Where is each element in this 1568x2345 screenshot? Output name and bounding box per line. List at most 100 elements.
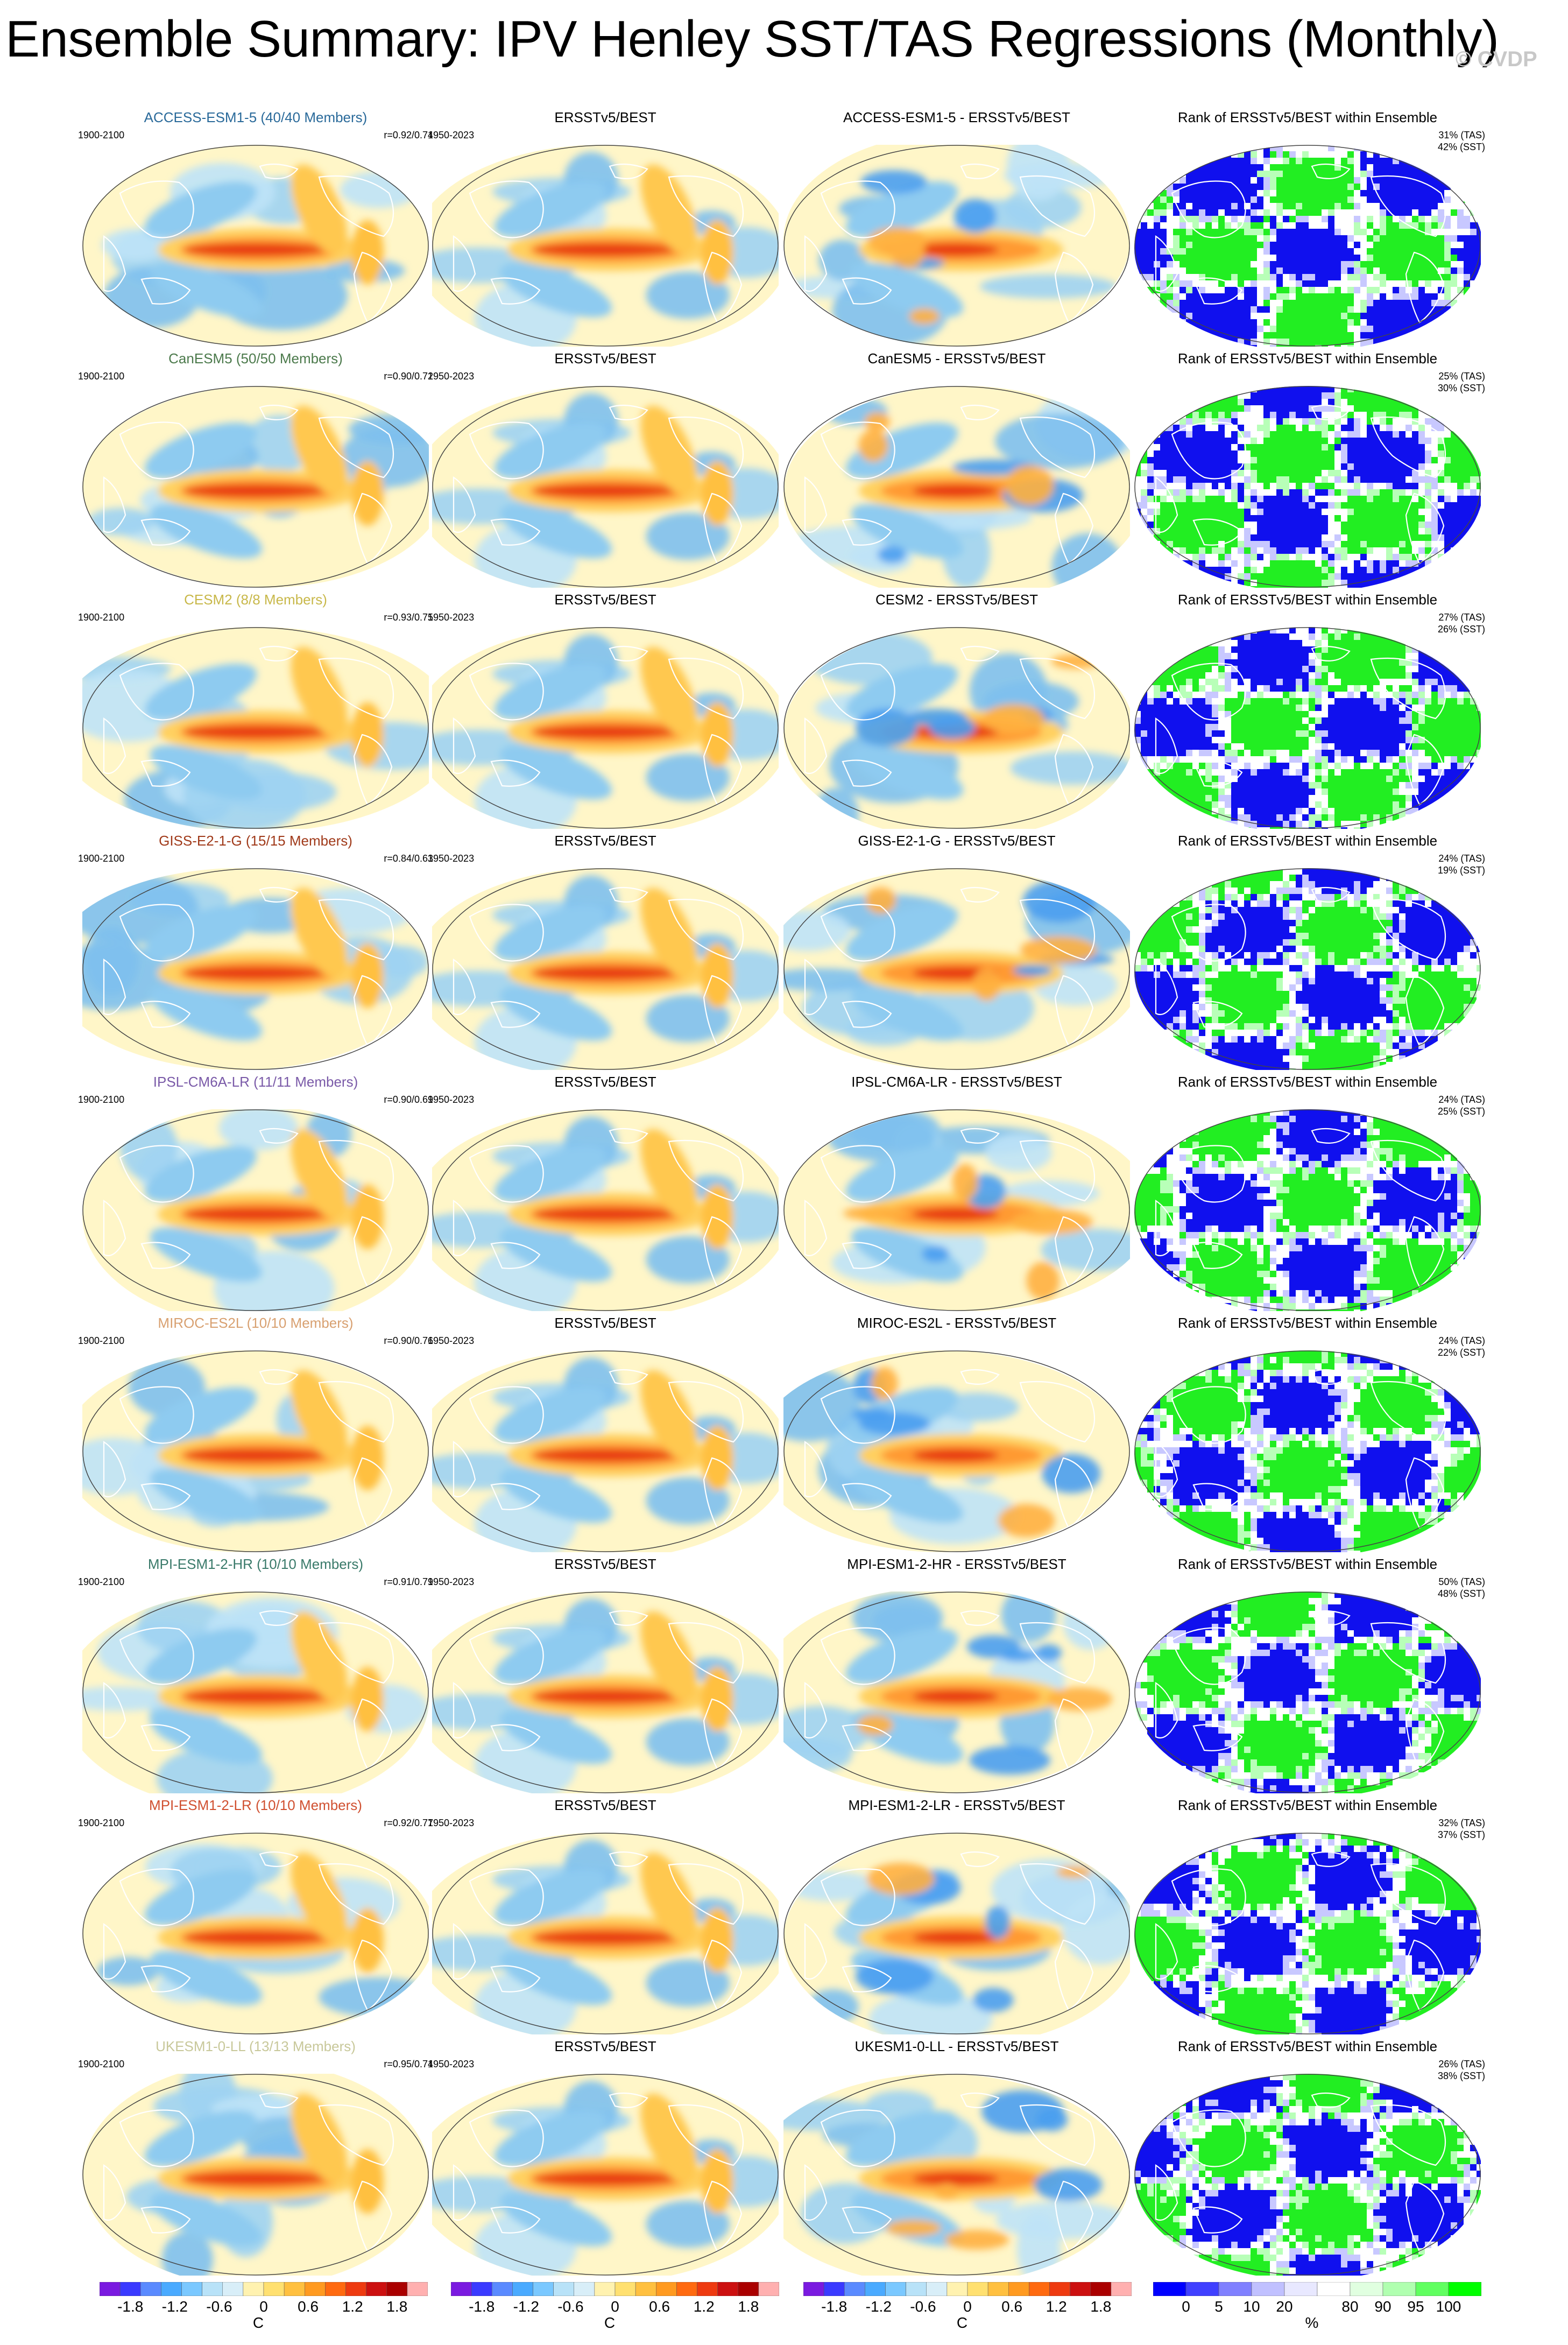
anomaly-field bbox=[432, 152, 779, 347]
colorbar-swatch bbox=[1185, 2282, 1219, 2296]
diff-panel: ACCESS-ESM1-5 - ERSSTv5/BEST bbox=[779, 109, 1134, 350]
rank-tas-percent: 24% (TAS) bbox=[1438, 1094, 1485, 1105]
rank-map bbox=[1134, 627, 1481, 829]
obs-panel: ERSSTv5/BEST 1950-2023 bbox=[428, 109, 783, 350]
colorbar-swatch bbox=[758, 2282, 779, 2296]
rank-title: Rank of ERSSTv5/BEST within Ensemble bbox=[1177, 350, 1438, 367]
colorbar-swatch bbox=[1251, 2282, 1285, 2296]
colorbar-swatch bbox=[181, 2282, 202, 2296]
model-period: 1900-2100 bbox=[78, 2059, 125, 2069]
diff-panel: CanESM5 - ERSSTv5/BEST bbox=[779, 350, 1134, 591]
colorbar-tick-label: 90 bbox=[1374, 2298, 1392, 2315]
model-correlation: r=0.92/0.74 bbox=[384, 130, 433, 140]
colorbar-swatch bbox=[1153, 2282, 1186, 2296]
colorbar-tick-label: 80 bbox=[1341, 2298, 1359, 2315]
model-title: GISS-E2-1-G (15/15 Members) bbox=[159, 833, 352, 849]
rank-panel: Rank of ERSSTv5/BEST within Ensemble 26% … bbox=[1130, 2038, 1485, 2279]
colorbar-swatch bbox=[865, 2282, 886, 2296]
model-title: IPSL-CM6A-LR (11/11 Members) bbox=[153, 1074, 358, 1090]
obs-panel: ERSSTv5/BEST 1950-2023 bbox=[428, 591, 783, 832]
colorbar-swatch bbox=[1111, 2282, 1132, 2296]
rank-panel: Rank of ERSSTv5/BEST within Ensemble 31% … bbox=[1130, 109, 1485, 350]
colorbar-tick-label: -0.6 bbox=[206, 2298, 232, 2315]
model-title: ACCESS-ESM1-5 (40/40 Members) bbox=[144, 109, 368, 125]
coastline-outlines bbox=[103, 163, 394, 323]
obs-panel: ERSSTv5/BEST 1950-2023 bbox=[428, 1074, 783, 1314]
rank-tas-percent: 24% (TAS) bbox=[1438, 853, 1485, 864]
rank-map bbox=[1134, 145, 1481, 347]
anomaly-field bbox=[82, 1358, 384, 1527]
obs-map bbox=[432, 627, 779, 829]
temperature-colorbar bbox=[100, 2282, 428, 2296]
model-period: 1900-2100 bbox=[78, 1094, 125, 1105]
colorbar-swatch bbox=[1070, 2282, 1091, 2296]
model-panel: IPSL-CM6A-LR (11/11 Members) 1900-2100 r=0… bbox=[78, 1074, 433, 1314]
coastline-outlines bbox=[804, 1369, 1096, 1529]
coastline-outlines bbox=[103, 886, 394, 1047]
coastline-outlines bbox=[453, 1369, 744, 1529]
colorbar-swatch bbox=[1448, 2282, 1481, 2296]
coastline-outlines bbox=[1155, 1610, 1446, 1770]
obs-map bbox=[432, 1350, 779, 1552]
anomaly-field bbox=[126, 2074, 384, 2276]
coastline-outlines bbox=[1155, 2092, 1446, 2252]
colorbar-swatch bbox=[100, 2282, 121, 2296]
coastline-outlines bbox=[453, 645, 744, 806]
anomaly-field bbox=[432, 1357, 779, 1552]
colorbar-swatch bbox=[1008, 2282, 1029, 2296]
coastline-outlines bbox=[453, 2092, 744, 2252]
coastline-outlines bbox=[1155, 645, 1446, 806]
model-map bbox=[82, 1833, 429, 2034]
rank-sst-percent: 26% (SST) bbox=[1437, 624, 1485, 635]
colorbar-swatch bbox=[615, 2282, 636, 2296]
diff-panel: GISS-E2-1-G - ERSSTv5/BEST bbox=[779, 833, 1134, 1073]
obs-map bbox=[432, 2074, 779, 2276]
colorbar-swatch bbox=[967, 2282, 988, 2296]
model-panel: MPI-ESM1-2-LR (10/10 Members) 1900-2100 r=… bbox=[78, 1797, 433, 2038]
obs-title: ERSSTv5/BEST bbox=[554, 1797, 656, 1813]
rank-panel: Rank of ERSSTv5/BEST within Ensemble 24% … bbox=[1130, 1315, 1485, 1555]
colorbar-tick-label: -0.6 bbox=[557, 2298, 584, 2315]
rank-sst-percent: 30% (SST) bbox=[1437, 383, 1485, 393]
colorbar-tick-label: -1.8 bbox=[821, 2298, 847, 2315]
colorbar-swatch bbox=[533, 2282, 554, 2296]
obs-period: 1950-2023 bbox=[428, 130, 475, 140]
rank-map bbox=[1134, 1833, 1481, 2034]
rank-panel: Rank of ERSSTv5/BEST within Ensemble 24% … bbox=[1130, 1074, 1485, 1314]
colorbar-swatch bbox=[1090, 2282, 1112, 2296]
model-correlation: r=0.92/0.77 bbox=[384, 1818, 433, 1828]
coastline-outlines bbox=[804, 645, 1096, 806]
diff-title: UKESM1-0-LL - ERSSTv5/BEST bbox=[854, 2038, 1059, 2054]
obs-map bbox=[432, 386, 779, 588]
anomaly-field bbox=[432, 1840, 779, 2034]
colorbar-tick-label: 1.8 bbox=[386, 2298, 408, 2315]
coastline-outlines bbox=[453, 1610, 744, 1770]
coastline-outlines bbox=[804, 1610, 1096, 1770]
model-title: UKESM1-0-LL (13/13 Members) bbox=[156, 2038, 356, 2054]
temperature-colorbar bbox=[451, 2282, 779, 2296]
obs-panel: ERSSTv5/BEST 1950-2023 bbox=[428, 1797, 783, 2038]
colorbar-tick-label: 1.2 bbox=[342, 2298, 363, 2315]
colorbar-tick-label: -1.2 bbox=[865, 2298, 892, 2315]
model-map bbox=[82, 2074, 429, 2276]
obs-map bbox=[432, 1591, 779, 1793]
rank-panel: Rank of ERSSTv5/BEST within Ensemble 24% … bbox=[1130, 833, 1485, 1073]
obs-panel: ERSSTv5/BEST 1950-2023 bbox=[428, 350, 783, 591]
anomaly-field bbox=[432, 2081, 779, 2276]
rank-sst-percent: 38% (SST) bbox=[1437, 2071, 1485, 2081]
rank-title: Rank of ERSSTv5/BEST within Ensemble bbox=[1177, 591, 1438, 608]
diff-panel: MPI-ESM1-2-HR - ERSSTv5/BEST bbox=[779, 1556, 1134, 1797]
anomaly-field bbox=[432, 1116, 779, 1311]
model-map bbox=[82, 1591, 429, 1793]
colorbar-swatch bbox=[987, 2282, 1009, 2296]
colorbar-tick-label: 1.8 bbox=[738, 2298, 759, 2315]
colorbar-swatch bbox=[717, 2282, 738, 2296]
diff-map bbox=[783, 1833, 1130, 2034]
rank-panel: Rank of ERSSTv5/BEST within Ensemble 25% … bbox=[1130, 350, 1485, 591]
colorbar-swatch bbox=[202, 2282, 223, 2296]
colorbar-swatch bbox=[926, 2282, 948, 2296]
coastline-outlines bbox=[103, 1610, 394, 1770]
coastline-outlines bbox=[453, 163, 744, 323]
colorbar-unit: % bbox=[1305, 2314, 1319, 2331]
colorbar-swatch bbox=[1382, 2282, 1416, 2296]
